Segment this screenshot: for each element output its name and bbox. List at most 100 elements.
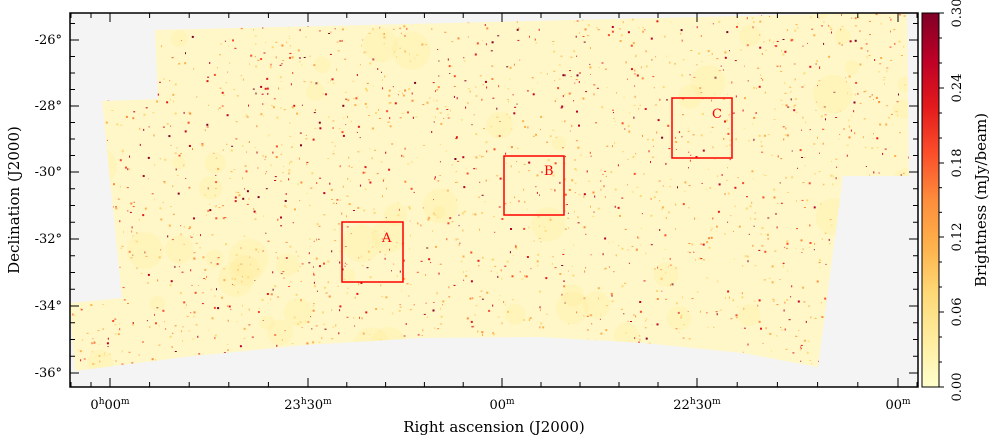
source-pixel <box>766 233 769 236</box>
source-pixel <box>341 131 344 134</box>
source-pixel <box>234 200 237 203</box>
source-pixel <box>573 50 576 53</box>
source-pixel <box>276 344 278 347</box>
source-pixel <box>803 339 805 342</box>
source-pixel <box>583 315 585 317</box>
source-pixel <box>332 127 334 129</box>
source-pixel <box>147 273 150 276</box>
source-pixel <box>217 108 219 110</box>
source-pixel <box>718 20 721 23</box>
source-pixel <box>295 293 298 296</box>
source-pixel <box>793 109 796 112</box>
survey-footprint <box>70 12 909 371</box>
source-pixel <box>356 292 359 295</box>
source-pixel <box>305 138 308 140</box>
source-pixel <box>552 174 555 177</box>
source-pixel <box>785 104 788 107</box>
source-pixel <box>808 305 811 307</box>
source-pixel <box>528 170 531 172</box>
source-pixel <box>174 325 177 327</box>
source-pixel <box>687 141 690 143</box>
source-pixel <box>735 95 737 98</box>
source-pixel <box>172 332 174 334</box>
source-pixel <box>803 207 806 208</box>
source-pixel <box>172 213 175 215</box>
source-pixel <box>774 250 777 252</box>
source-pixel <box>498 135 501 137</box>
source-pixel <box>802 45 804 47</box>
source-pixel <box>796 27 799 29</box>
source-pixel <box>223 279 226 282</box>
source-pixel <box>781 329 784 331</box>
source-pixel <box>117 198 120 200</box>
source-pixel <box>507 310 509 313</box>
source-pixel <box>332 326 335 328</box>
source-pixel <box>729 296 730 299</box>
source-pixel <box>854 93 856 96</box>
source-pixel <box>437 217 439 219</box>
source-pixel <box>403 155 405 158</box>
source-pixel <box>316 238 318 241</box>
source-pixel <box>193 311 196 314</box>
source-pixel <box>592 215 595 217</box>
source-pixel <box>431 131 433 133</box>
source-pixel <box>693 251 695 253</box>
source-pixel <box>437 180 440 182</box>
source-pixel <box>784 246 786 248</box>
source-pixel <box>745 207 748 210</box>
source-pixel <box>431 28 433 31</box>
diffuse-emission <box>126 232 164 269</box>
source-pixel <box>476 42 479 45</box>
source-pixel <box>254 147 256 149</box>
source-pixel <box>120 124 123 126</box>
source-pixel <box>162 126 165 128</box>
source-pixel <box>119 328 121 331</box>
source-pixel <box>617 164 619 167</box>
source-pixel <box>768 277 771 279</box>
source-pixel <box>829 26 832 28</box>
source-pixel <box>311 328 313 330</box>
source-pixel <box>138 354 140 356</box>
source-pixel <box>730 215 732 217</box>
source-pixel <box>319 127 322 130</box>
source-pixel <box>880 57 883 59</box>
source-pixel <box>568 92 571 95</box>
source-pixel <box>544 229 547 232</box>
source-pixel <box>490 126 492 128</box>
source-pixel <box>344 58 347 60</box>
source-pixel <box>755 112 757 114</box>
source-pixel <box>270 63 272 66</box>
source-pixel <box>206 123 209 126</box>
source-pixel <box>388 89 391 92</box>
source-pixel <box>787 270 788 272</box>
source-pixel <box>385 151 387 154</box>
source-pixel <box>318 341 321 343</box>
source-pixel <box>422 207 424 209</box>
source-pixel <box>342 185 344 188</box>
source-pixel <box>664 35 666 38</box>
source-pixel <box>788 319 791 321</box>
source-pixel <box>611 294 613 297</box>
source-pixel <box>491 65 494 67</box>
source-pixel <box>551 262 553 265</box>
source-pixel <box>266 87 269 90</box>
source-pixel <box>846 81 847 83</box>
source-pixel <box>585 91 588 93</box>
source-pixel <box>848 136 851 139</box>
source-pixel <box>780 99 783 101</box>
source-pixel <box>742 182 745 185</box>
source-pixel <box>712 146 714 149</box>
source-pixel <box>411 99 414 102</box>
source-pixel <box>291 146 294 148</box>
source-pixel <box>594 195 596 198</box>
source-pixel <box>619 214 621 217</box>
source-pixel <box>353 98 355 100</box>
source-pixel <box>828 24 830 27</box>
source-pixel <box>790 39 793 42</box>
source-pixel <box>289 162 290 165</box>
source-pixel <box>331 78 334 81</box>
source-pixel <box>411 92 413 95</box>
source-pixel <box>223 352 226 354</box>
source-pixel <box>465 106 467 109</box>
source-pixel <box>440 122 443 125</box>
